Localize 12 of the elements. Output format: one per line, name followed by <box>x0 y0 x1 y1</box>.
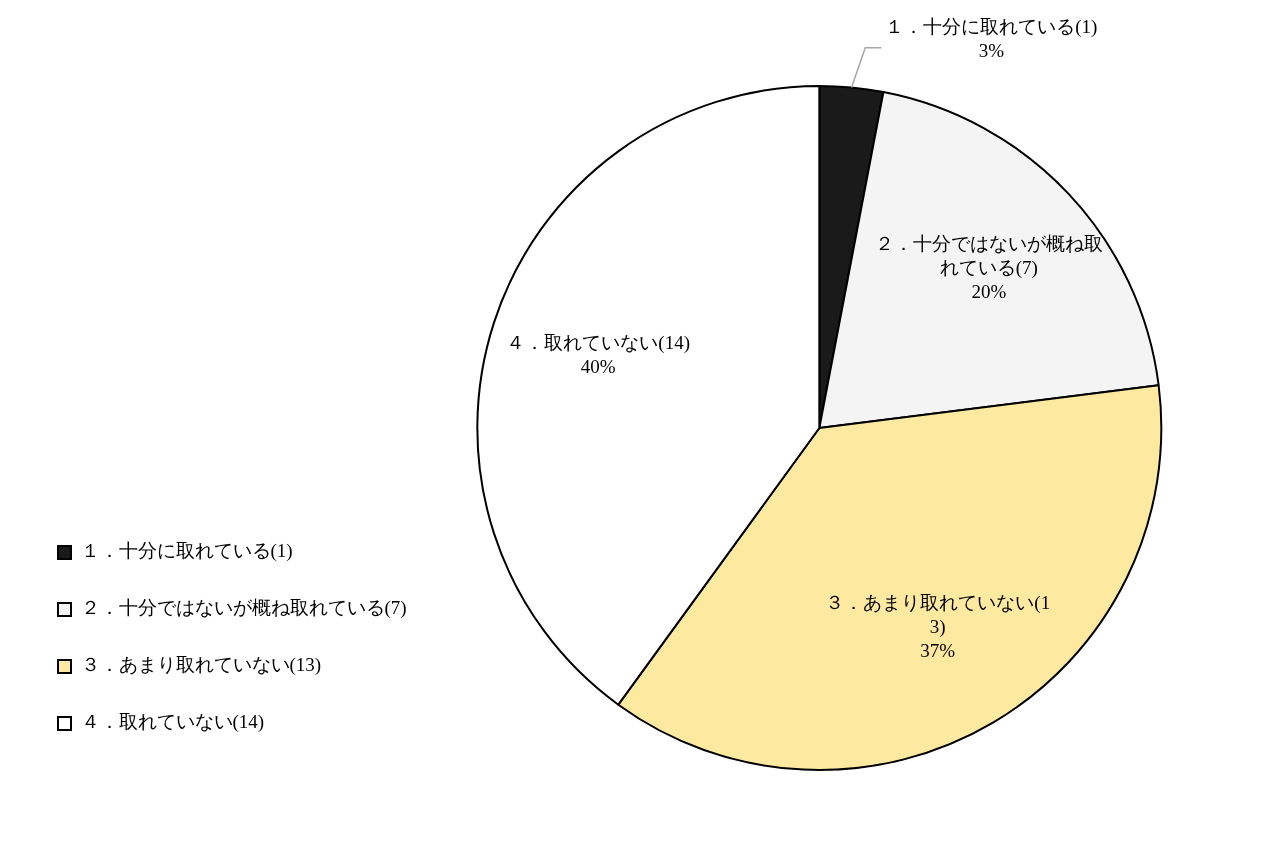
legend-label: ３．あまり取れていない(13) <box>80 654 322 677</box>
slice-label: ４．取れていない(14) <box>506 332 690 355</box>
legend-label: １．十分に取れている(1) <box>80 540 293 563</box>
data-label: 40% <box>580 356 616 378</box>
data-label: 20% <box>971 280 1007 302</box>
slice-label: ２．十分ではないが概ね取れている(7) <box>874 232 1103 279</box>
data-label: 37% <box>920 640 956 662</box>
legend-label: ２．十分ではないが概ね取れている(7) <box>80 597 407 620</box>
data-label: 3% <box>978 39 1005 61</box>
legend-label: ４．取れていない(14) <box>80 711 265 734</box>
slice-label: １．十分に取れている(1) <box>885 15 1098 38</box>
slice-label: ３．あまり取れていない(13) <box>825 592 1051 639</box>
